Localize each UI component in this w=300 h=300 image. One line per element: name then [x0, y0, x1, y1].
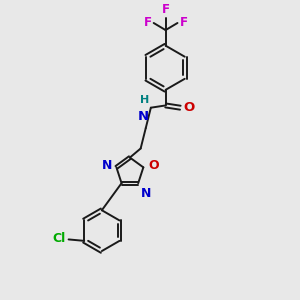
Text: N: N [141, 187, 152, 200]
Text: O: O [148, 159, 158, 172]
Text: F: F [180, 16, 188, 29]
Text: F: F [162, 3, 170, 16]
Text: O: O [184, 101, 195, 114]
Text: Cl: Cl [52, 232, 66, 245]
Text: F: F [143, 16, 152, 29]
Text: N: N [101, 159, 112, 172]
Text: N: N [138, 110, 149, 123]
Text: H: H [140, 95, 149, 105]
